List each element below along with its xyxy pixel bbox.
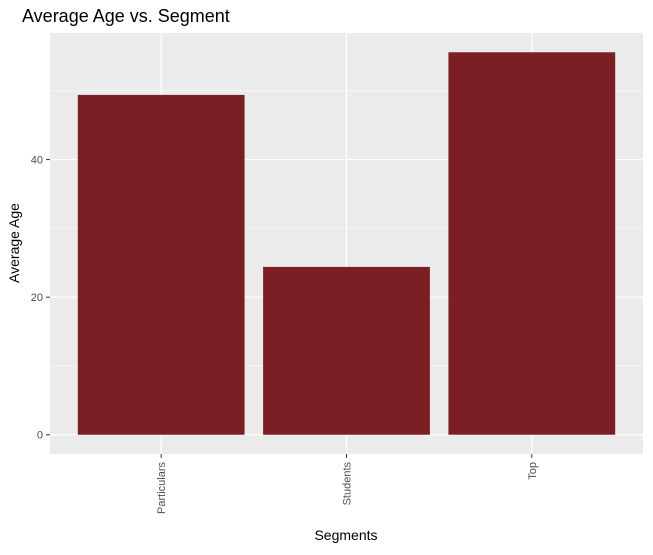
chart-title: Average Age vs. Segment	[22, 6, 230, 26]
y-axis-ticks: 0 20 40	[31, 155, 50, 442]
bars	[77, 52, 616, 435]
x-tick-label: Top	[527, 462, 539, 480]
y-tick-label: 20	[31, 292, 43, 304]
x-axis-ticks: Particulars Students Top	[156, 454, 539, 514]
x-tick-label: Students	[342, 462, 354, 506]
bar-top	[448, 52, 616, 435]
x-tick-label: Particulars	[156, 462, 168, 514]
y-axis-title: Average Age	[6, 203, 22, 283]
x-axis-title: Segments	[314, 527, 377, 543]
bar-students	[263, 266, 430, 435]
y-tick-label: 0	[37, 430, 43, 442]
bar-particulars	[77, 94, 245, 435]
y-tick-label: 40	[31, 155, 43, 167]
